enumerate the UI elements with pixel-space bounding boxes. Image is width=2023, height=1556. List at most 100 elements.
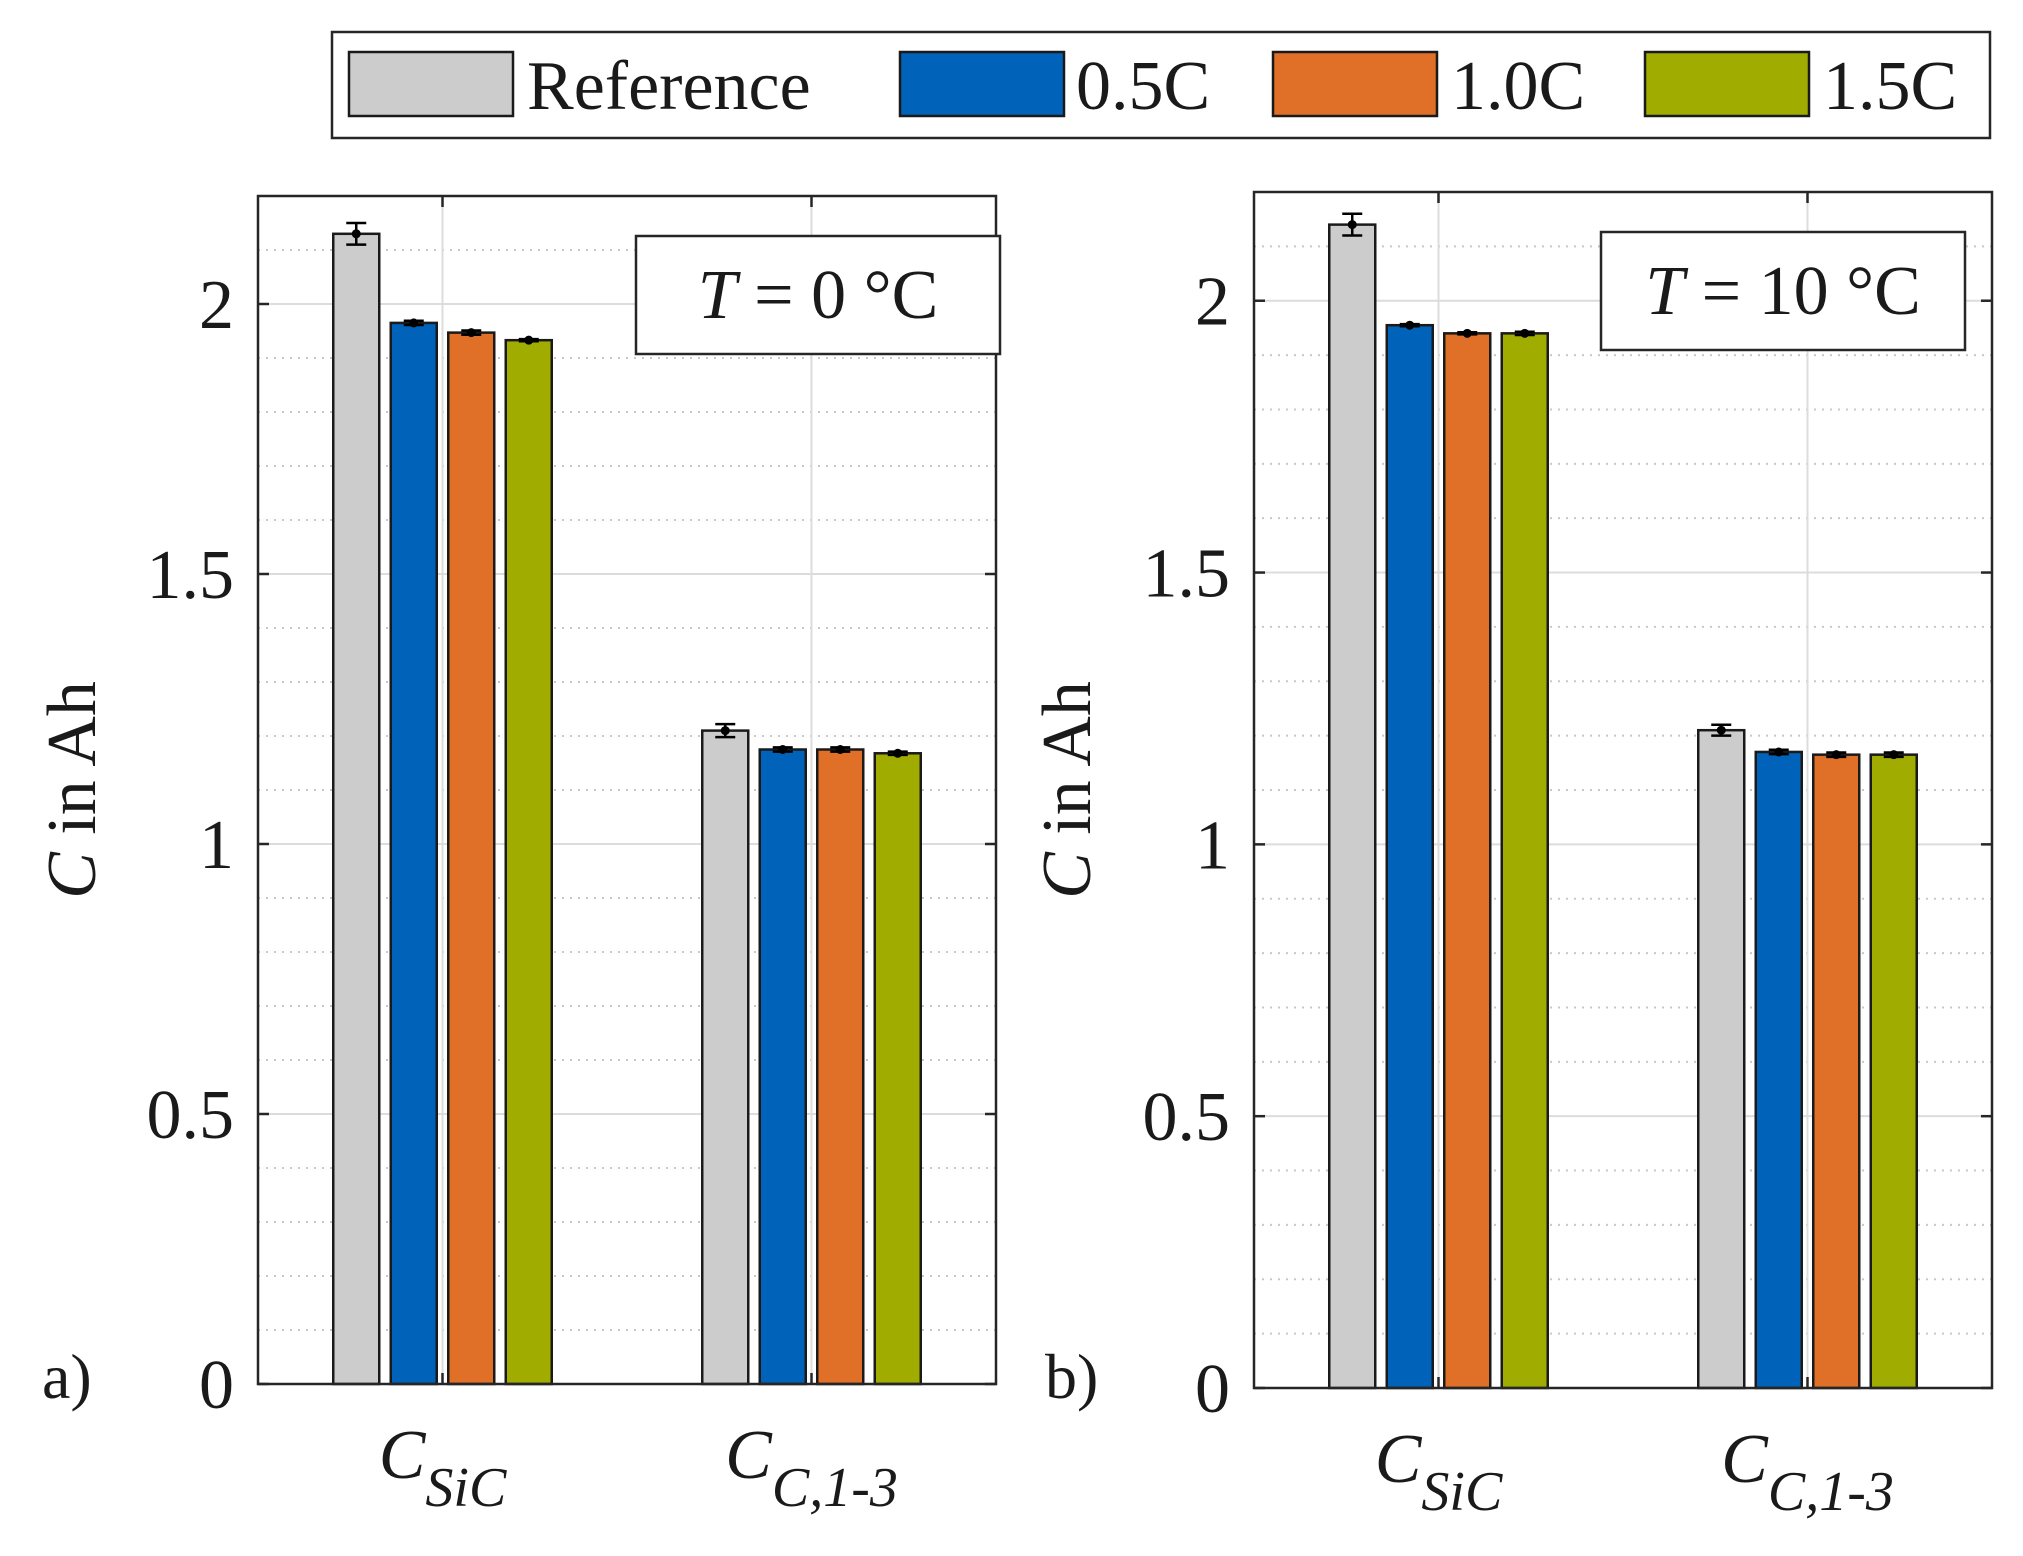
legend-swatch-reference — [347, 50, 515, 118]
error-bar-reference-c-1-3 — [715, 722, 736, 739]
annotation-text: T = 0 °C — [698, 257, 939, 334]
y-tick-label: 1 — [199, 807, 234, 884]
error-bar-0-5c-c-1-3 — [772, 745, 793, 754]
annotation-value: = 10 °C — [1684, 253, 1921, 330]
error-bar-1-0c-sic — [1457, 328, 1478, 338]
error-bar-1-5c-sic — [1514, 328, 1535, 338]
error-bar-marker — [466, 328, 476, 338]
bar-0-5c-sic — [1385, 323, 1434, 1390]
temperature-annotation: T = 0 °C — [634, 234, 1002, 356]
x-category-main: C — [1375, 1421, 1423, 1498]
y-tick-label: 0.5 — [147, 1077, 235, 1154]
error-bar-marker — [524, 335, 534, 345]
x-category-subscript: SiC — [425, 1457, 507, 1519]
panel-label: a) — [42, 1341, 92, 1412]
bar-reference-sic — [1328, 223, 1377, 1390]
y-tick-label: 0 — [199, 1347, 234, 1424]
bar-1-0c-sic — [1443, 332, 1492, 1390]
y-axis-label-symbol: C — [1029, 851, 1106, 899]
y-tick-label: 0.5 — [1143, 1079, 1231, 1156]
error-bar-1-5c-sic — [518, 335, 539, 345]
y-axis-label-symbol: C — [34, 851, 111, 899]
legend: Reference 0.5C 1.0C 1.5C — [330, 30, 1992, 140]
error-bar-marker — [1716, 725, 1726, 735]
bar-reference-c-1-3 — [701, 729, 750, 1386]
bar-1-5c-c-1-3 — [1869, 753, 1918, 1390]
error-bar-0-5c-sic — [403, 318, 424, 328]
error-bar-0-5c-sic — [1399, 320, 1420, 330]
bar-1-5c-c-1-3 — [873, 752, 922, 1386]
y-tick-label: 0 — [1195, 1351, 1230, 1428]
y-tick-label: 2 — [1195, 264, 1230, 341]
error-bar-marker — [1831, 750, 1841, 760]
error-bar-marker — [835, 745, 845, 754]
error-bar-1-5c-c-1-3 — [1883, 750, 1904, 760]
error-bar-marker — [409, 318, 419, 328]
y-tick-label: 1 — [1195, 807, 1230, 884]
legend-swatch-1-5c — [1643, 50, 1811, 118]
x-category-label-c-1-3: CC,1-3 — [725, 1417, 898, 1519]
y-axis-label-text: in Ah — [1029, 681, 1106, 852]
error-bar-marker — [351, 229, 361, 239]
grid — [258, 196, 996, 1384]
x-category-label-c-1-3: CC,1-3 — [1721, 1421, 1894, 1523]
x-category-subscript: C,1-3 — [772, 1457, 898, 1519]
legend-label-1-5c: 1.5C — [1823, 48, 1957, 125]
legend-swatch-1-0c — [1271, 50, 1439, 118]
error-bar-marker — [1347, 220, 1357, 230]
error-bar-reference-sic — [1342, 212, 1363, 237]
error-bar-marker — [778, 745, 788, 754]
annotation-value: = 0 °C — [737, 257, 939, 334]
error-bar-reference-sic — [346, 221, 367, 246]
error-bar-1-0c-c-1-3 — [1826, 750, 1847, 760]
x-category-main: C — [379, 1417, 427, 1494]
legend-label-0-5c: 0.5C — [1076, 48, 1210, 125]
x-category-main: C — [1721, 1421, 1769, 1498]
error-bar-marker — [720, 726, 730, 736]
bar-1-0c-c-1-3 — [816, 748, 865, 1386]
x-category-subscript: SiC — [1421, 1461, 1503, 1523]
temperature-annotation: T = 10 °C — [1599, 230, 1967, 352]
annotation-text: T = 10 °C — [1645, 253, 1921, 330]
bar-1-5c-sic — [504, 338, 553, 1386]
bar-0-5c-sic — [389, 321, 438, 1386]
legend-entry-1-5c: 1.5C — [1643, 48, 1957, 125]
error-bar-marker — [1774, 747, 1784, 757]
error-bar-1-0c-sic — [461, 328, 482, 338]
error-bar-marker — [1405, 320, 1415, 330]
y-axis-label: C in Ah — [34, 681, 111, 899]
legend-entry-reference: Reference — [347, 48, 811, 125]
legend-entry-1-0c: 1.0C — [1271, 48, 1585, 125]
bar-reference-sic — [332, 232, 381, 1386]
y-axis-label: C in Ah — [1029, 681, 1106, 899]
error-bar-0-5c-c-1-3 — [1768, 747, 1789, 757]
x-category-subscript: C,1-3 — [1768, 1461, 1894, 1523]
y-tick-label: 1.5 — [1143, 536, 1231, 613]
grid — [1254, 192, 1992, 1388]
bar-reference-c-1-3 — [1697, 728, 1746, 1390]
annotation-frame — [1599, 230, 1967, 352]
bar-1-0c-sic — [447, 331, 496, 1386]
annotation-frame — [634, 234, 1002, 356]
axes-frame — [256, 194, 998, 1386]
error-bar-marker — [1462, 328, 1472, 338]
y-axis-label-text: in Ah — [34, 681, 111, 852]
bar-0-5c-c-1-3 — [1754, 750, 1803, 1390]
error-bar-marker — [1520, 328, 1530, 338]
legend-swatch-0-5c — [898, 50, 1066, 118]
error-bar-reference-c-1-3 — [1711, 723, 1732, 737]
annotation-symbol: T — [1645, 253, 1689, 330]
bar-0-5c-c-1-3 — [758, 748, 807, 1386]
y-tick-label: 2 — [199, 267, 234, 344]
annotation-symbol: T — [698, 257, 742, 334]
bar-1-5c-sic — [1500, 332, 1549, 1390]
error-bar-1-5c-c-1-3 — [887, 748, 908, 758]
x-category-label-sic: CSiC — [379, 1417, 507, 1519]
error-bar-marker — [1889, 750, 1899, 760]
x-category-main: C — [725, 1417, 773, 1494]
legend-entry-0-5c: 0.5C — [898, 48, 1210, 125]
bar-1-0c-c-1-3 — [1812, 753, 1861, 1390]
